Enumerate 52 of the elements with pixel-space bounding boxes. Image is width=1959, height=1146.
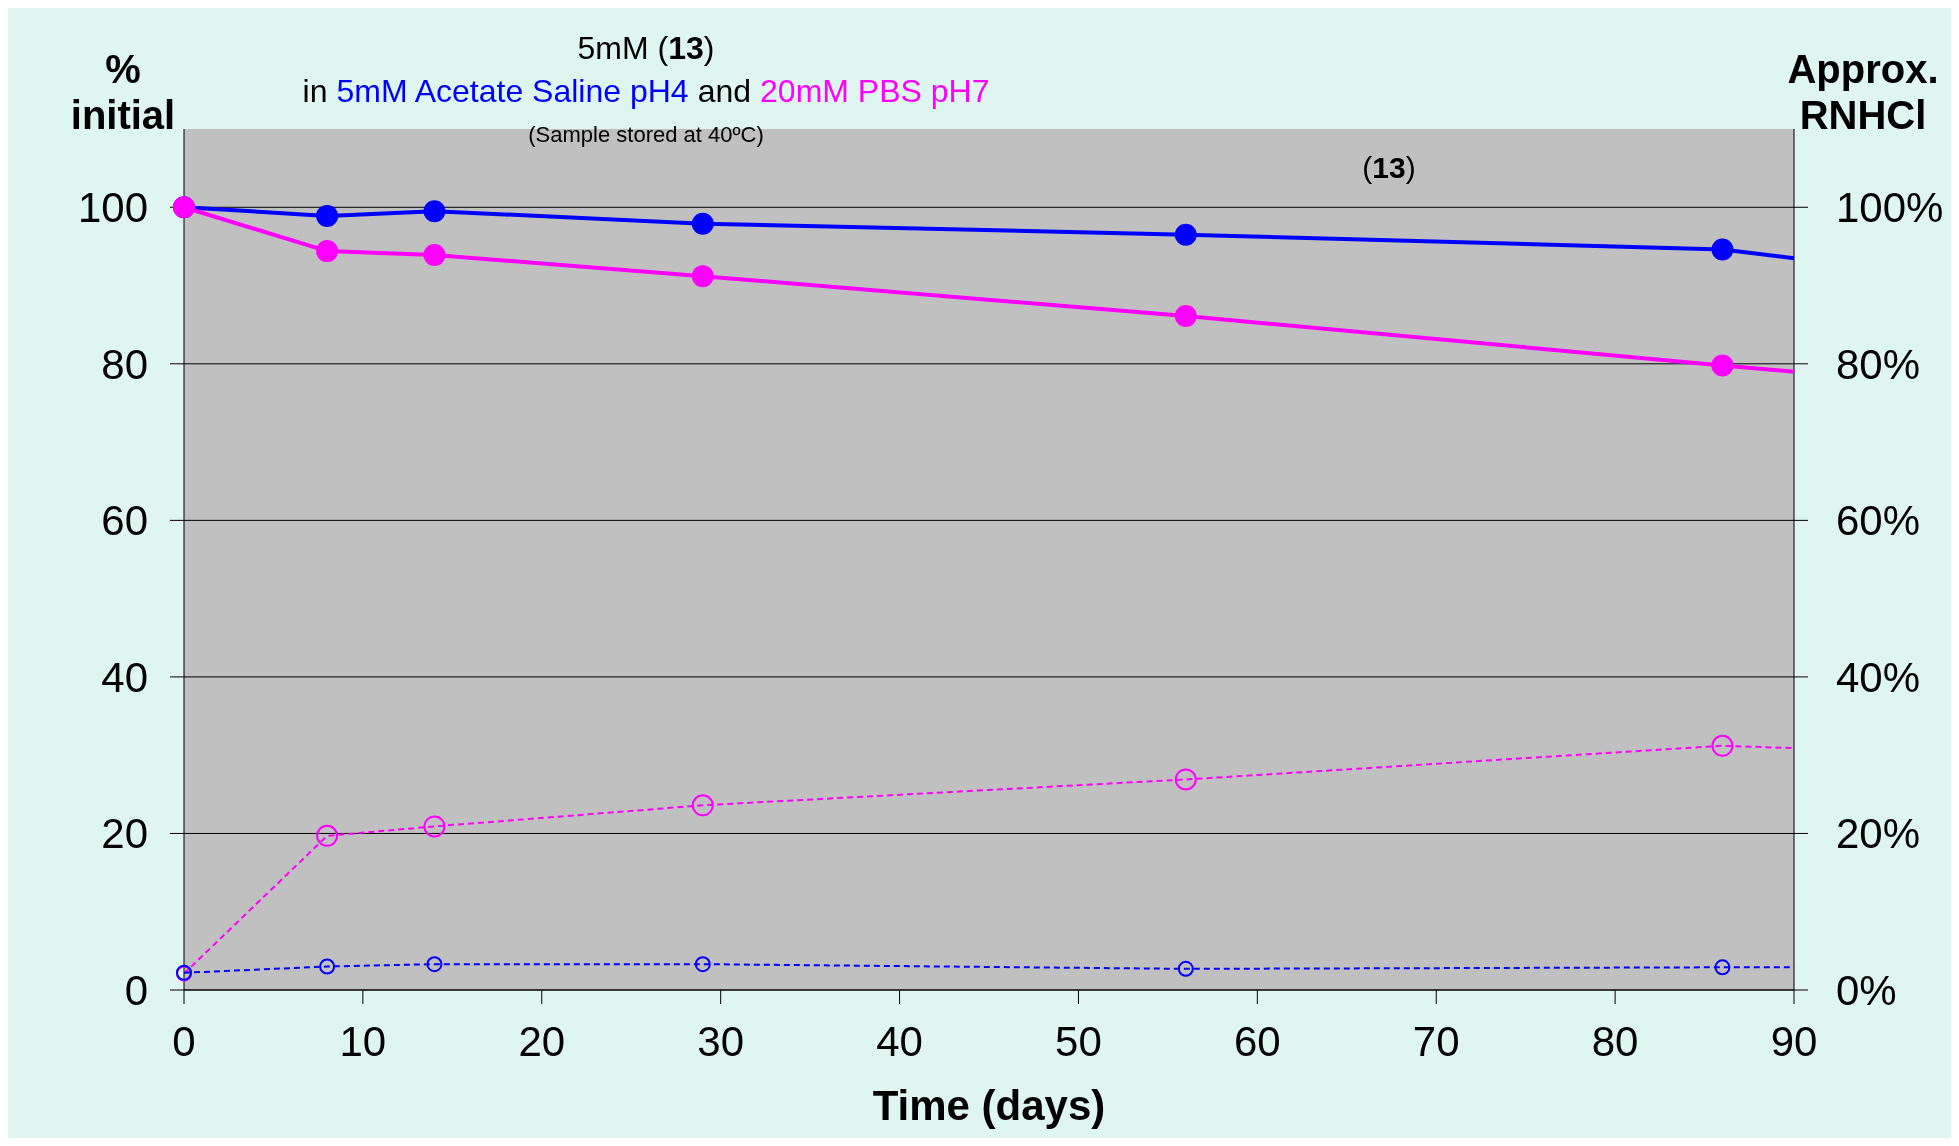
point <box>1174 768 1197 791</box>
x-tick-label: 80 <box>1591 1018 1639 1065</box>
y2-tick-label: 100% <box>1836 184 1944 232</box>
x-tick-label: 60 <box>1233 1018 1281 1065</box>
y-tick-label: 80 <box>101 340 148 388</box>
x-tick-label: 50 <box>1055 1018 1102 1065</box>
point <box>1711 238 1734 261</box>
point <box>1174 305 1197 328</box>
y2-tick-label: 0% <box>1836 967 1897 1014</box>
y-tick-label: 60 <box>101 497 148 545</box>
y2-tick-label: 20% <box>1836 810 1921 858</box>
y-tick-label: 40 <box>101 653 148 701</box>
point <box>1711 734 1734 757</box>
y-tick-label: 100 <box>77 184 148 232</box>
point <box>319 958 336 975</box>
point <box>691 212 714 235</box>
x-tick-label: 70 <box>1412 1018 1460 1065</box>
annotation: (Sample stored at 40ºC) <box>528 122 764 147</box>
y2-tick-label: 80% <box>1836 340 1921 388</box>
y2-axis-title: Approx. RNHCl <box>1787 47 1939 137</box>
point <box>316 240 339 263</box>
text: 5mM Acetate Saline pH4 <box>336 73 689 109</box>
point <box>1711 354 1734 377</box>
point <box>316 204 339 227</box>
point <box>694 956 711 973</box>
y-axis-title: % initial <box>70 47 176 137</box>
chart-subtitle: in <box>302 73 328 109</box>
x-tick-label: 20 <box>518 1018 566 1065</box>
point <box>423 200 446 223</box>
x-tick-label: 10 <box>339 1018 387 1065</box>
x-axis-title: Time (days) <box>872 1082 1106 1129</box>
point <box>426 956 443 973</box>
y-tick-label: 20 <box>101 810 148 858</box>
y2-tick-label: 40% <box>1836 653 1921 701</box>
y2-tick-label: 60% <box>1836 497 1921 545</box>
point <box>316 824 339 847</box>
chart-title: 5mM (13) <box>577 30 715 66</box>
text: and <box>697 73 752 109</box>
point <box>691 794 714 817</box>
point <box>1714 959 1731 976</box>
point <box>423 244 446 267</box>
point <box>691 265 714 288</box>
point <box>1174 223 1197 246</box>
y-tick-label: 0 <box>124 967 148 1014</box>
annotation: (13) <box>1362 151 1416 184</box>
x-tick-label: 0 <box>172 1018 196 1065</box>
x-tick-label: 30 <box>697 1018 745 1065</box>
point <box>423 815 446 838</box>
text: 20mM PBS pH7 <box>760 73 990 109</box>
x-tick-label: 90 <box>1770 1018 1818 1065</box>
x-tick-label: 40 <box>876 1018 923 1065</box>
point <box>1177 960 1194 977</box>
